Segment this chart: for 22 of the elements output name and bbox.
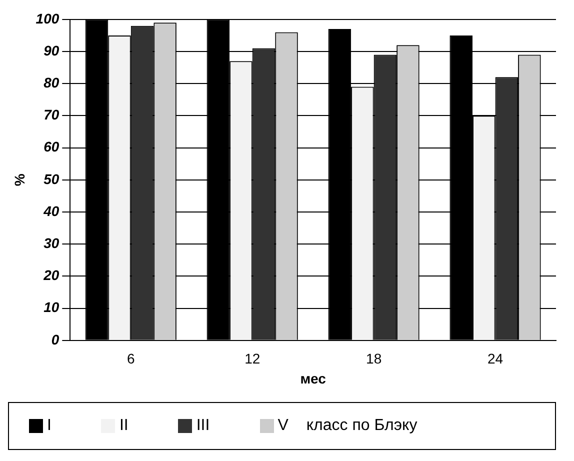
x-tick-label: 18 [366,350,382,367]
x-tick-label: 6 [126,350,135,367]
x-tick-label: 12 [244,350,260,367]
y-axis-title: % [11,173,28,186]
legend-label: I [47,417,52,435]
y-tick-label: 70 [44,106,60,123]
y-tick-label: 50 [44,170,60,187]
y-tick-label: 90 [44,42,60,58]
y-tick-label: 80 [44,74,60,90]
legend-label: III [196,417,210,435]
legend-label: II [119,417,128,435]
x-axis-title: мес [300,370,326,386]
y-tick-label: 20 [42,267,60,284]
y-tick-label: 100 [36,10,60,26]
y-tick-label: 60 [44,138,60,155]
x-tick-label: 24 [487,350,504,367]
y-tick-label: 0 [51,331,60,348]
legend-title: класс по Блэку [306,417,418,435]
legend-label: V [278,417,288,435]
y-tick-label: 30 [44,234,60,251]
y-tick-label: 10 [44,299,60,316]
y-tick-label: 40 [42,202,60,219]
